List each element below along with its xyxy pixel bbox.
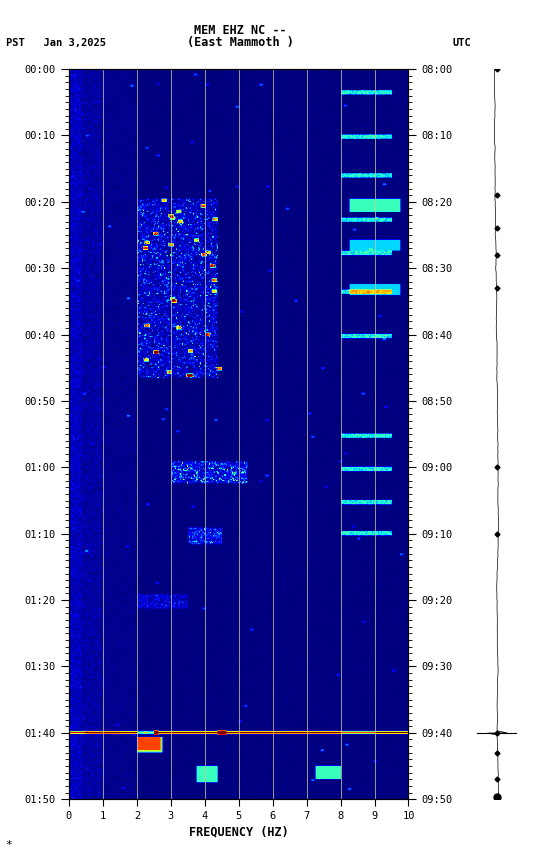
X-axis label: FREQUENCY (HZ): FREQUENCY (HZ) (189, 825, 289, 838)
Text: (East Mammoth ): (East Mammoth ) (187, 35, 294, 48)
Text: PST   Jan 3,2025: PST Jan 3,2025 (6, 38, 105, 48)
Text: *: * (6, 841, 12, 850)
Text: UTC: UTC (453, 38, 471, 48)
Text: MEM EHZ NC --: MEM EHZ NC -- (194, 23, 286, 36)
